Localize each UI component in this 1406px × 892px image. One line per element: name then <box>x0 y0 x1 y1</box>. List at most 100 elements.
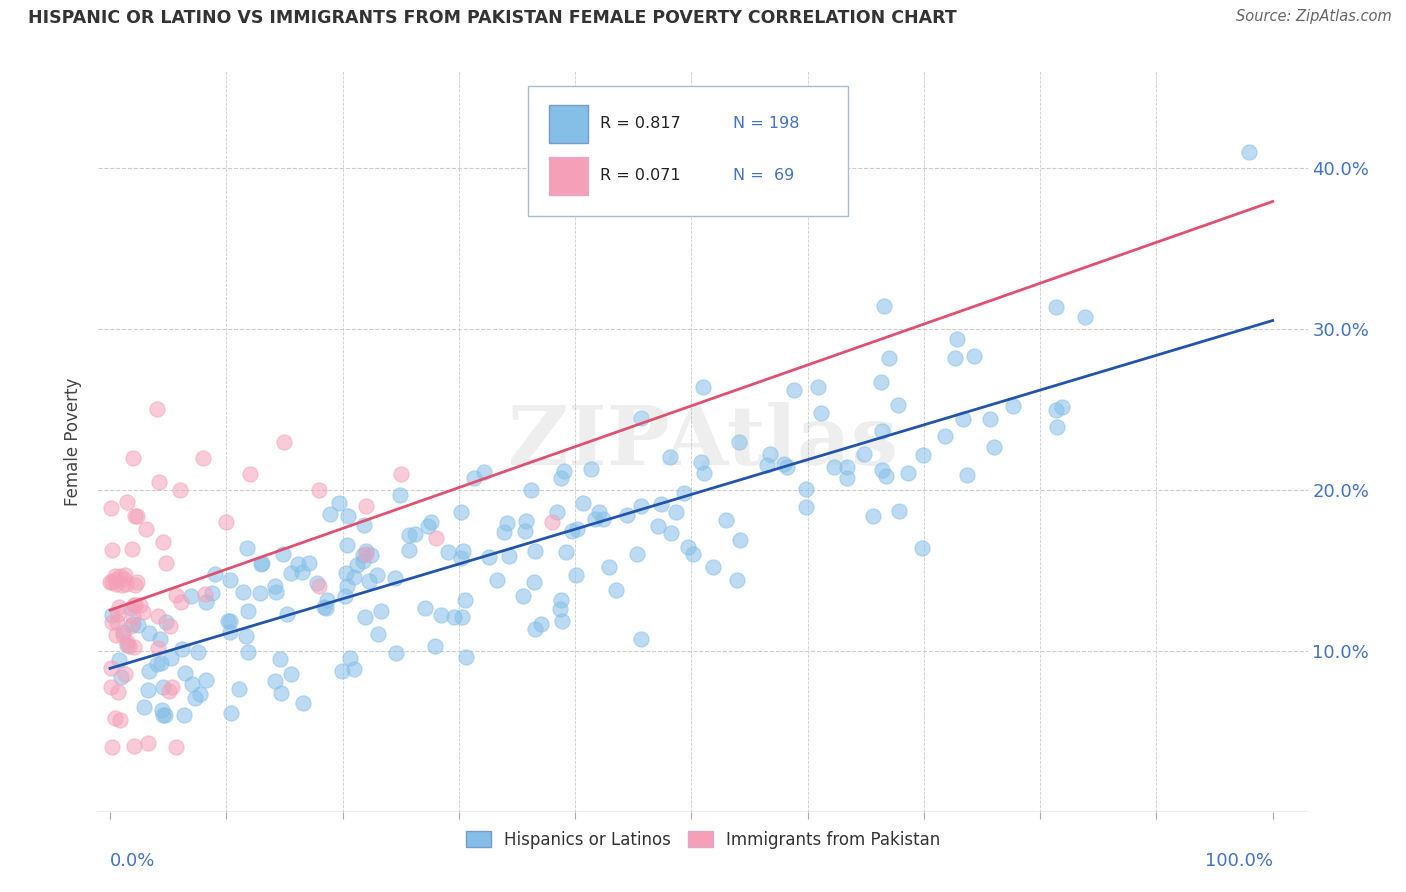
Point <box>124 578 146 592</box>
Point <box>148 609 170 624</box>
Point <box>280 667 302 681</box>
Point <box>869 375 891 389</box>
Point <box>107 607 129 621</box>
Point <box>690 454 713 468</box>
Point <box>979 411 1001 425</box>
Point <box>875 469 897 483</box>
Point <box>583 512 606 526</box>
Point <box>269 652 291 666</box>
Point <box>548 602 571 616</box>
Point <box>121 541 143 556</box>
Point <box>149 656 172 670</box>
Point <box>335 566 357 581</box>
Point <box>519 483 541 498</box>
Point <box>912 448 935 462</box>
Point <box>852 447 875 461</box>
Point <box>835 470 858 484</box>
Point <box>135 522 157 536</box>
Point <box>157 683 180 698</box>
Point <box>354 547 377 561</box>
Point <box>336 537 359 551</box>
Point <box>122 739 145 753</box>
Point <box>238 603 260 617</box>
Point <box>152 534 174 549</box>
Point <box>598 560 620 574</box>
Point <box>273 434 295 449</box>
Point <box>290 565 312 579</box>
Point <box>943 351 966 366</box>
Point <box>494 525 516 540</box>
Point <box>693 467 716 481</box>
Point <box>1073 310 1095 324</box>
Point <box>398 543 420 558</box>
Point <box>1046 420 1069 434</box>
Point <box>339 650 361 665</box>
Point <box>630 499 652 513</box>
Point <box>263 580 285 594</box>
Point <box>367 627 389 641</box>
Point <box>398 528 420 542</box>
Point <box>100 661 122 675</box>
Point <box>280 566 302 581</box>
Point <box>370 604 392 618</box>
Point <box>287 557 309 571</box>
Point <box>124 599 146 613</box>
Point <box>551 614 574 628</box>
Point <box>174 665 197 680</box>
Point <box>385 646 408 660</box>
Text: N = 198: N = 198 <box>734 116 800 131</box>
Point <box>104 569 127 583</box>
Point <box>550 592 572 607</box>
Point <box>897 466 920 480</box>
Point <box>160 650 183 665</box>
Point <box>108 569 131 583</box>
Point <box>165 740 187 755</box>
Point <box>443 609 465 624</box>
Point <box>170 642 193 657</box>
Point <box>100 680 122 694</box>
Point <box>228 681 250 696</box>
Point <box>112 625 135 640</box>
Point <box>108 599 131 614</box>
Point <box>169 483 191 497</box>
Point <box>194 673 217 688</box>
Point <box>112 628 135 642</box>
Point <box>307 576 329 591</box>
Point <box>934 429 956 443</box>
Point <box>134 699 156 714</box>
FancyBboxPatch shape <box>550 156 588 195</box>
Point <box>124 640 146 655</box>
Point <box>810 406 832 420</box>
FancyBboxPatch shape <box>550 104 588 144</box>
Point <box>105 577 128 591</box>
Point <box>1052 400 1074 414</box>
Point <box>181 677 204 691</box>
Point <box>132 606 155 620</box>
Point <box>1045 300 1067 314</box>
Point <box>104 574 127 588</box>
Point <box>513 524 536 538</box>
Point <box>360 548 382 562</box>
Point <box>450 550 472 565</box>
Point <box>773 457 796 471</box>
Point <box>191 450 214 465</box>
Text: 100.0%: 100.0% <box>1205 852 1272 870</box>
Point <box>114 667 136 681</box>
Point <box>236 645 259 659</box>
Point <box>146 657 169 671</box>
Point <box>946 332 969 346</box>
Text: 0.0%: 0.0% <box>110 852 156 870</box>
Text: N =  69: N = 69 <box>734 168 794 183</box>
Point <box>183 691 205 706</box>
Point <box>239 467 262 481</box>
Text: ZIPAtlas: ZIPAtlas <box>508 401 898 482</box>
Point <box>794 500 817 514</box>
Point <box>1239 145 1261 159</box>
Point <box>451 609 474 624</box>
Point <box>463 471 485 485</box>
Point <box>862 508 884 523</box>
Point <box>180 589 202 603</box>
Point <box>104 628 127 642</box>
Point <box>122 599 145 613</box>
Point <box>127 575 149 590</box>
